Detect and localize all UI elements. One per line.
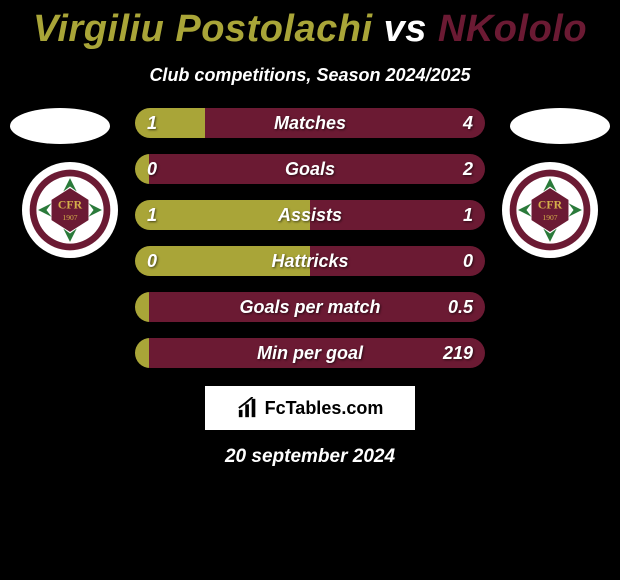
svg-text:1907: 1907 [542, 213, 557, 222]
page-title: Virgiliu Postolachi vs NKololo [0, 0, 620, 51]
stat-label: Goals [135, 159, 485, 180]
club-crest-icon: CFR 1907 [508, 168, 592, 252]
stat-label: Goals per match [135, 297, 485, 318]
chart-icon [237, 397, 259, 419]
branding-badge: FcTables.com [205, 386, 415, 430]
stat-row: 219Min per goal [135, 338, 485, 368]
branding-text: FcTables.com [265, 398, 384, 419]
player1-club-badge: CFR 1907 [22, 162, 118, 258]
subtitle: Club competitions, Season 2024/2025 [0, 65, 620, 86]
svg-text:1907: 1907 [62, 213, 77, 222]
stat-bars: 14Matches 02Goals 11Assists 00Hattricks 0.5G… [135, 108, 485, 384]
stat-label: Hattricks [135, 251, 485, 272]
stat-label: Min per goal [135, 343, 485, 364]
club-crest-icon: CFR 1907 [28, 168, 112, 252]
player2-ellipse [510, 108, 610, 144]
stat-row: 14Matches [135, 108, 485, 138]
stat-row: 00Hattricks [135, 246, 485, 276]
date-text: 20 september 2024 [0, 446, 620, 468]
player1-ellipse [10, 108, 110, 144]
stat-label: Assists [135, 205, 485, 226]
svg-text:CFR: CFR [538, 198, 563, 211]
stat-row: 02Goals [135, 154, 485, 184]
title-player1: Virgiliu Postolachi [33, 8, 373, 50]
title-vs: vs [373, 8, 438, 50]
player2-club-badge: CFR 1907 [502, 162, 598, 258]
stat-row: 11Assists [135, 200, 485, 230]
stat-label: Matches [135, 113, 485, 134]
stat-row: 0.5Goals per match [135, 292, 485, 322]
title-player2: NKololo [438, 8, 587, 50]
svg-text:CFR: CFR [58, 198, 83, 211]
